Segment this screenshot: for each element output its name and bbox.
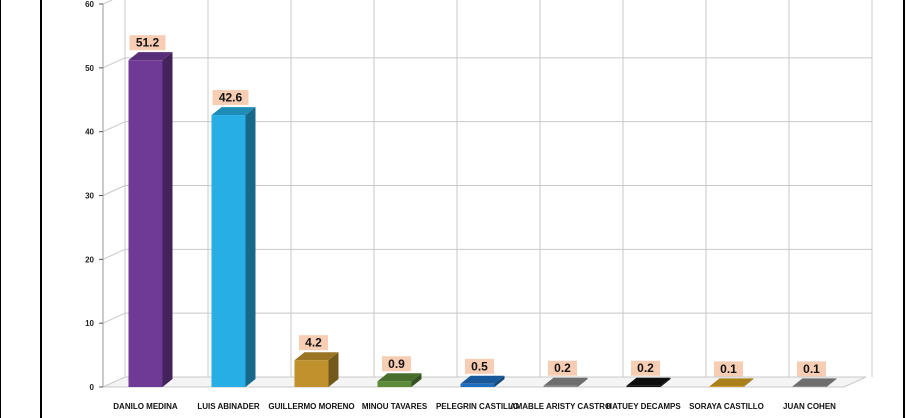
bar (128, 60, 163, 387)
bar (294, 360, 329, 387)
bar-side (743, 378, 754, 387)
bar-side (411, 373, 422, 387)
x-tick-label: AMABLE ARISTY CASTRO (510, 402, 611, 411)
y-tick-label: 20 (85, 255, 94, 264)
gridline-slant (102, 121, 126, 133)
y-tick-label: 10 (85, 319, 94, 328)
data-label-bg (212, 90, 249, 106)
bar-top (294, 352, 339, 361)
bar-top (460, 375, 505, 384)
bar (543, 385, 578, 387)
data-label: 51.2 (136, 36, 160, 50)
y-tick-label: 40 (85, 128, 94, 137)
x-tick-label: GUILLERMO MORENO (268, 402, 354, 411)
data-label-bg (129, 35, 166, 51)
y-tick-label: 30 (85, 192, 94, 201)
x-tick-label: PELEGRIN CASTILLO (436, 402, 519, 411)
x-tick-label: HATUEY DECAMPS (606, 402, 681, 411)
bar (709, 386, 744, 387)
y-tick-label: 50 (85, 64, 94, 73)
bar-top (377, 373, 422, 382)
data-label-bg (299, 335, 328, 351)
data-label-bg (714, 361, 743, 377)
bar (792, 386, 827, 387)
gridline-slant (102, 248, 126, 260)
y-tick-label: 60 (85, 0, 94, 9)
gridline-slant (102, 57, 126, 69)
data-label: 0.1 (803, 362, 820, 376)
x-tick-label: LUIS ABINADER (197, 402, 260, 411)
data-label: 0.5 (471, 359, 488, 373)
bar-top (211, 107, 256, 116)
bar-side (328, 352, 339, 387)
bar-side (660, 377, 671, 387)
data-label: 4.2 (305, 336, 322, 350)
bar-top (128, 52, 173, 61)
data-label: 0.2 (554, 361, 571, 375)
bar (377, 381, 412, 387)
frame-left-border (0, 0, 1, 418)
bar (626, 385, 661, 387)
bar-top (626, 377, 671, 386)
data-label-bg (465, 358, 494, 374)
x-tick-label: MINOU TAVARES (362, 402, 428, 411)
x-tick-label: JUAN COHEN (783, 402, 836, 411)
bar (211, 115, 246, 387)
x-tick-label: DANILO MEDINA (113, 402, 178, 411)
data-label: 0.2 (637, 361, 654, 375)
gridline-slant (102, 312, 126, 324)
frame-inner-left-border (40, 0, 42, 418)
bar-side (494, 375, 505, 387)
bar-side (245, 107, 256, 387)
data-label: 0.9 (388, 357, 405, 371)
bar-top (709, 378, 754, 387)
gridline-slant (102, 0, 114, 5)
data-label-bg (631, 360, 660, 376)
data-label: 0.1 (720, 362, 737, 376)
x-tick-label: SORAYA CASTILLO (689, 402, 764, 411)
bar (460, 383, 495, 387)
data-label-bg (797, 361, 826, 377)
bar-top (543, 377, 588, 386)
frame-right-border (903, 0, 905, 418)
bar-side (162, 52, 173, 387)
data-label: 42.6 (219, 91, 243, 105)
gridline-slant (102, 185, 126, 196)
bar-side (826, 378, 837, 387)
y-tick-label: 0 (90, 383, 95, 392)
data-label-bg (548, 360, 577, 376)
data-label-bg (382, 356, 411, 372)
bar-side (577, 377, 588, 387)
bar-top (792, 378, 837, 387)
